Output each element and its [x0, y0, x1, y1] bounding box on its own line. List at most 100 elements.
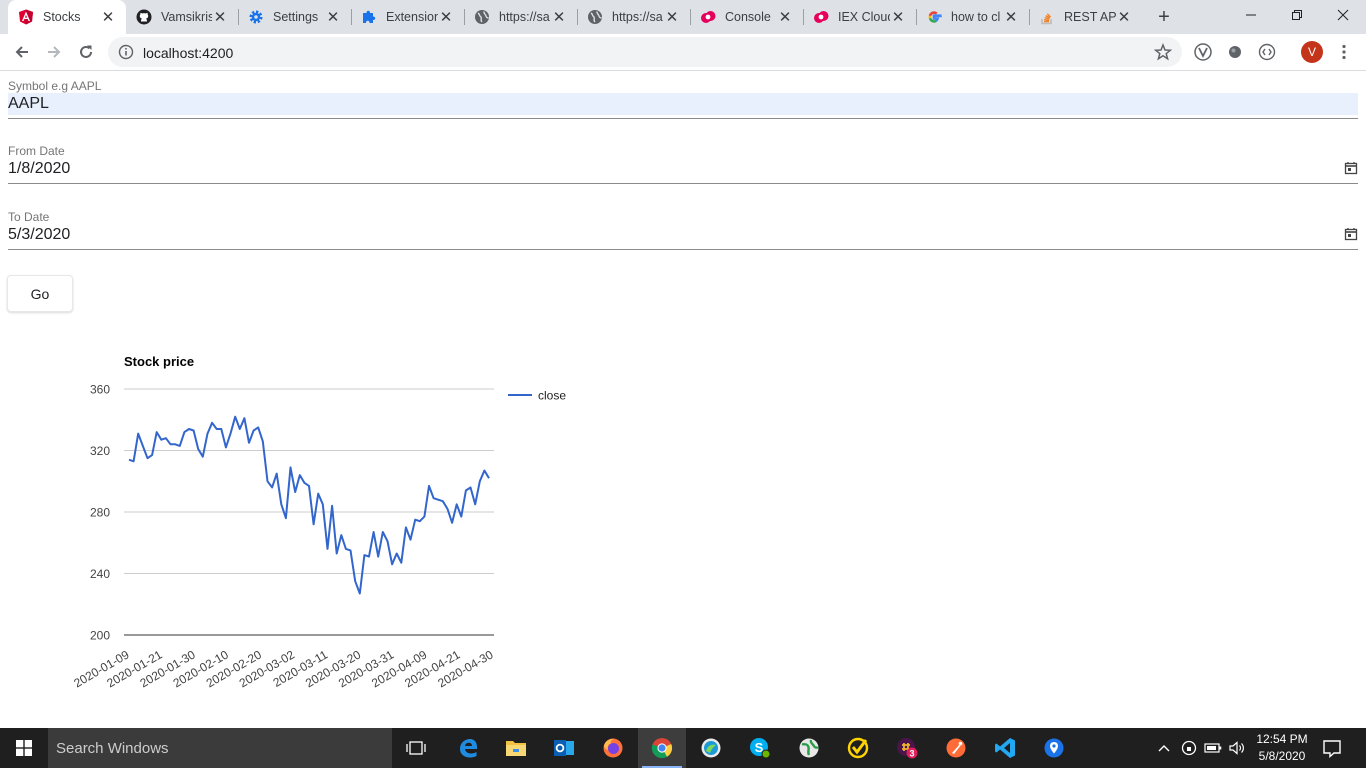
tab-settings[interactable]: Settings ✕: [238, 0, 351, 34]
to-date-field: To Date: [8, 210, 1358, 256]
windows-start-button[interactable]: [0, 728, 48, 768]
norton-check-icon[interactable]: [834, 728, 882, 768]
symbol-label: Symbol e.g AAPL: [8, 79, 102, 93]
search-placeholder: Search Windows: [56, 739, 169, 757]
tab-extensions[interactable]: Extension ✕: [351, 0, 464, 34]
tab-separator: [690, 9, 691, 25]
close-icon[interactable]: ✕: [552, 9, 566, 26]
notification-badge: 3: [909, 749, 914, 759]
new-tab-button[interactable]: +: [1158, 5, 1170, 28]
tab-google-search[interactable]: how to cl ✕: [916, 0, 1029, 34]
windows-taskbar: Search Windows S 3: [0, 728, 1366, 768]
chrome-icon[interactable]: [638, 728, 686, 768]
tab-github[interactable]: Vamsikris ✕: [126, 0, 238, 34]
close-icon[interactable]: ✕: [439, 9, 453, 26]
extension-circle-icon[interactable]: [1225, 42, 1245, 62]
tab-stocks[interactable]: Stocks ✕: [8, 0, 126, 34]
tab-separator: [1029, 9, 1030, 25]
running-indicator: [642, 766, 682, 768]
minimize-icon: [1246, 14, 1256, 16]
menu-dots-icon[interactable]: [1336, 42, 1352, 62]
slack-icon[interactable]: 3: [883, 728, 931, 768]
minimize-button[interactable]: [1228, 0, 1274, 30]
firefox-icon[interactable]: [589, 728, 637, 768]
close-icon[interactable]: ✕: [101, 9, 115, 26]
clock-date: 5/8/2020: [1258, 749, 1306, 763]
iex-icon: [700, 9, 716, 25]
reload-button[interactable]: [72, 38, 100, 66]
tab-separator: [803, 9, 804, 25]
edge-browser-icon[interactable]: [444, 728, 492, 768]
vue-devtools-icon[interactable]: [1193, 42, 1213, 62]
from-date-input[interactable]: [8, 158, 1358, 180]
symbol-field: Symbol e.g AAPL: [8, 79, 1358, 125]
tab-label: Stocks: [43, 10, 81, 24]
forward-button[interactable]: [40, 38, 68, 66]
app-circle-icon[interactable]: [687, 728, 735, 768]
svg-text:S: S: [755, 740, 764, 755]
globe-icon: [587, 9, 603, 25]
close-icon[interactable]: ✕: [1004, 9, 1018, 26]
globe-app-icon[interactable]: [785, 728, 833, 768]
tab-label: how to cl: [951, 10, 1001, 24]
tray-chevron-up-icon[interactable]: [1154, 728, 1174, 768]
info-icon[interactable]: [118, 44, 134, 60]
close-icon[interactable]: ✕: [326, 9, 340, 26]
taskbar-clock[interactable]: 12:54 PM 5/8/2020: [1250, 731, 1314, 765]
tab-separator: [916, 9, 917, 25]
calendar-icon[interactable]: [1344, 227, 1358, 241]
tab-https-1[interactable]: https://sa ✕: [464, 0, 577, 34]
battery-icon[interactable]: [1202, 728, 1224, 768]
back-button[interactable]: [8, 38, 36, 66]
gear-icon: [248, 9, 264, 25]
chart-title: Stock price: [124, 354, 194, 369]
go-button[interactable]: Go: [7, 275, 73, 312]
restore-button[interactable]: [1274, 0, 1320, 30]
skype-icon[interactable]: S: [736, 728, 784, 768]
legend-label: close: [538, 389, 566, 403]
action-center-icon[interactable]: [1320, 736, 1344, 760]
close-icon[interactable]: ✕: [891, 9, 905, 26]
y-tick-label: 360: [90, 383, 110, 397]
outlook-icon[interactable]: [540, 728, 588, 768]
tab-label: Vamsikris: [161, 10, 212, 24]
to-date-input[interactable]: [8, 224, 1358, 246]
tab-label: Settings: [273, 10, 319, 24]
calendar-icon[interactable]: [1344, 161, 1358, 175]
vscode-icon[interactable]: [981, 728, 1029, 768]
address-bar[interactable]: localhost:4200: [108, 37, 1182, 67]
close-icon[interactable]: ✕: [665, 9, 679, 26]
maps-pin-icon[interactable]: [1030, 728, 1078, 768]
clock-time: 12:54 PM: [1256, 732, 1308, 746]
tab-https-2[interactable]: https://sa ✕: [577, 0, 690, 34]
tab-rest-api[interactable]: REST API ✕: [1029, 0, 1142, 34]
tab-console[interactable]: Console ✕: [690, 0, 803, 34]
google-icon: [926, 9, 942, 25]
tab-label: https://sa: [499, 10, 550, 24]
volume-icon[interactable]: [1226, 728, 1248, 768]
y-tick-label: 240: [90, 567, 110, 581]
close-icon[interactable]: ✕: [778, 9, 792, 26]
tab-separator: [577, 9, 578, 25]
task-view-icon[interactable]: [392, 728, 440, 768]
tab-bar: Stocks ✕ Vamsikris ✕ Settings ✕ Extensio…: [0, 0, 1366, 34]
tab-separator: [238, 9, 239, 25]
tab-label: Extension: [386, 10, 438, 24]
extension-brackets-icon[interactable]: [1257, 42, 1277, 62]
close-icon[interactable]: ✕: [1117, 9, 1131, 26]
tab-iex-cloud[interactable]: IEX Cloud ✕: [803, 0, 916, 34]
tab-label: REST API: [1064, 10, 1116, 24]
github-icon: [136, 9, 152, 25]
file-explorer-icon[interactable]: [492, 728, 540, 768]
network-security-icon[interactable]: [1178, 728, 1200, 768]
profile-avatar[interactable]: V: [1301, 41, 1323, 63]
close-icon[interactable]: ✕: [213, 9, 227, 26]
close-window-button[interactable]: [1320, 0, 1366, 30]
symbol-input[interactable]: [8, 93, 1358, 115]
url-text[interactable]: localhost:4200: [143, 45, 234, 61]
postman-icon[interactable]: [932, 728, 980, 768]
bookmark-star-icon[interactable]: [1153, 42, 1173, 61]
tab-separator: [351, 9, 352, 25]
taskbar-search-box[interactable]: Search Windows: [48, 728, 392, 768]
